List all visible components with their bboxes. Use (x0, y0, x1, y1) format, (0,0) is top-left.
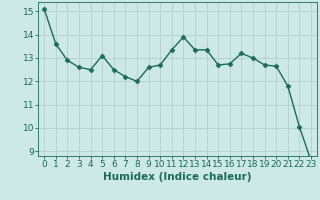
X-axis label: Humidex (Indice chaleur): Humidex (Indice chaleur) (103, 172, 252, 182)
